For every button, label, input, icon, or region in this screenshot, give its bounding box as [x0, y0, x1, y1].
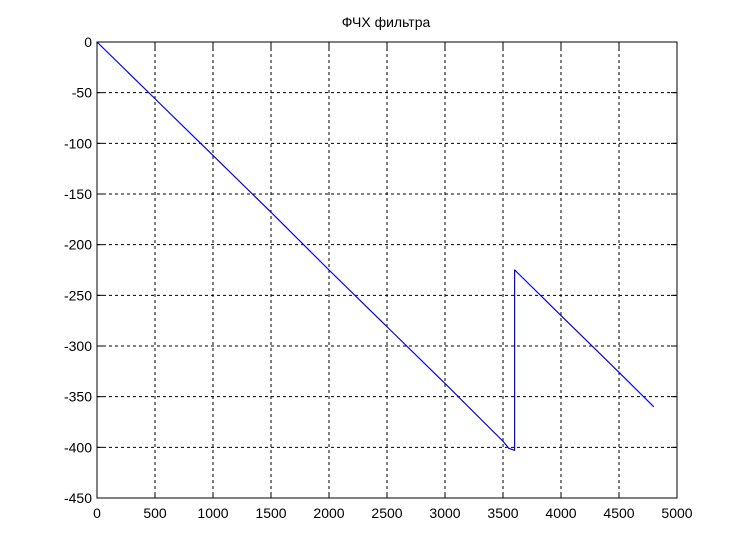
x-tick-label: 5000: [661, 505, 692, 521]
y-tick-label: -350: [64, 389, 92, 405]
x-tick-label: 2000: [313, 505, 344, 521]
y-tick-label: -100: [64, 135, 92, 151]
phase-series-line: [96, 41, 655, 451]
y-tick-label: -200: [64, 237, 92, 253]
y-tick-labels: 0 -50 -100 -150 -200 -250 -300 -350 -400 -450: [64, 34, 92, 506]
x-tick-label: 1000: [197, 505, 228, 521]
x-tick-label: 1500: [255, 505, 286, 521]
x-tick-label: 4000: [545, 505, 576, 521]
series-layer: [96, 41, 655, 451]
y-tick-label: -450: [64, 490, 92, 506]
tick-marks: [96, 41, 678, 499]
x-tick-label: 500: [143, 505, 167, 521]
y-tick-label: -150: [64, 186, 92, 202]
x-tick-label: 0: [93, 505, 101, 521]
x-tick-label: 2500: [371, 505, 402, 521]
y-tick-label: -250: [64, 287, 92, 303]
x-tick-labels: 0 500 1000 1500 2000 2500 3000 3500 4000 4500 5000: [93, 505, 693, 521]
y-tick-label: -50: [72, 85, 92, 101]
x-tick-label: 4500: [603, 505, 634, 521]
x-tick-label: 3500: [487, 505, 518, 521]
y-tick-label: 0: [84, 34, 92, 50]
chart-title: ФЧХ фильтра: [342, 14, 431, 30]
x-tick-label: 3000: [429, 505, 460, 521]
y-tick-label: -400: [64, 439, 92, 455]
y-tick-label: -300: [64, 338, 92, 354]
